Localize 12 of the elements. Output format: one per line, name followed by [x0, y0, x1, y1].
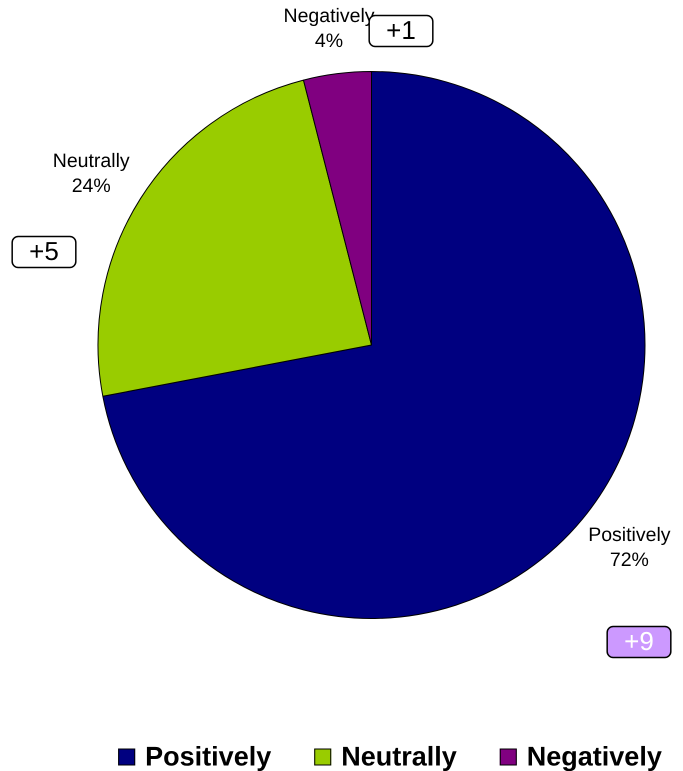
- slice-label: Positively: [588, 524, 671, 546]
- legend-label: Positively: [145, 741, 272, 771]
- text: +9: [624, 626, 654, 656]
- slice-label: Neutrally: [52, 150, 130, 172]
- legend-label: Negatively: [526, 741, 662, 771]
- slice-label: Negatively: [283, 4, 375, 27]
- data-label: 72%: [610, 548, 649, 571]
- text: +1: [386, 15, 416, 46]
- data-label: 24%: [72, 175, 111, 198]
- data-label: 4%: [314, 30, 344, 52]
- legend-label: Neutrally: [341, 741, 457, 771]
- text: +5: [29, 236, 59, 266]
